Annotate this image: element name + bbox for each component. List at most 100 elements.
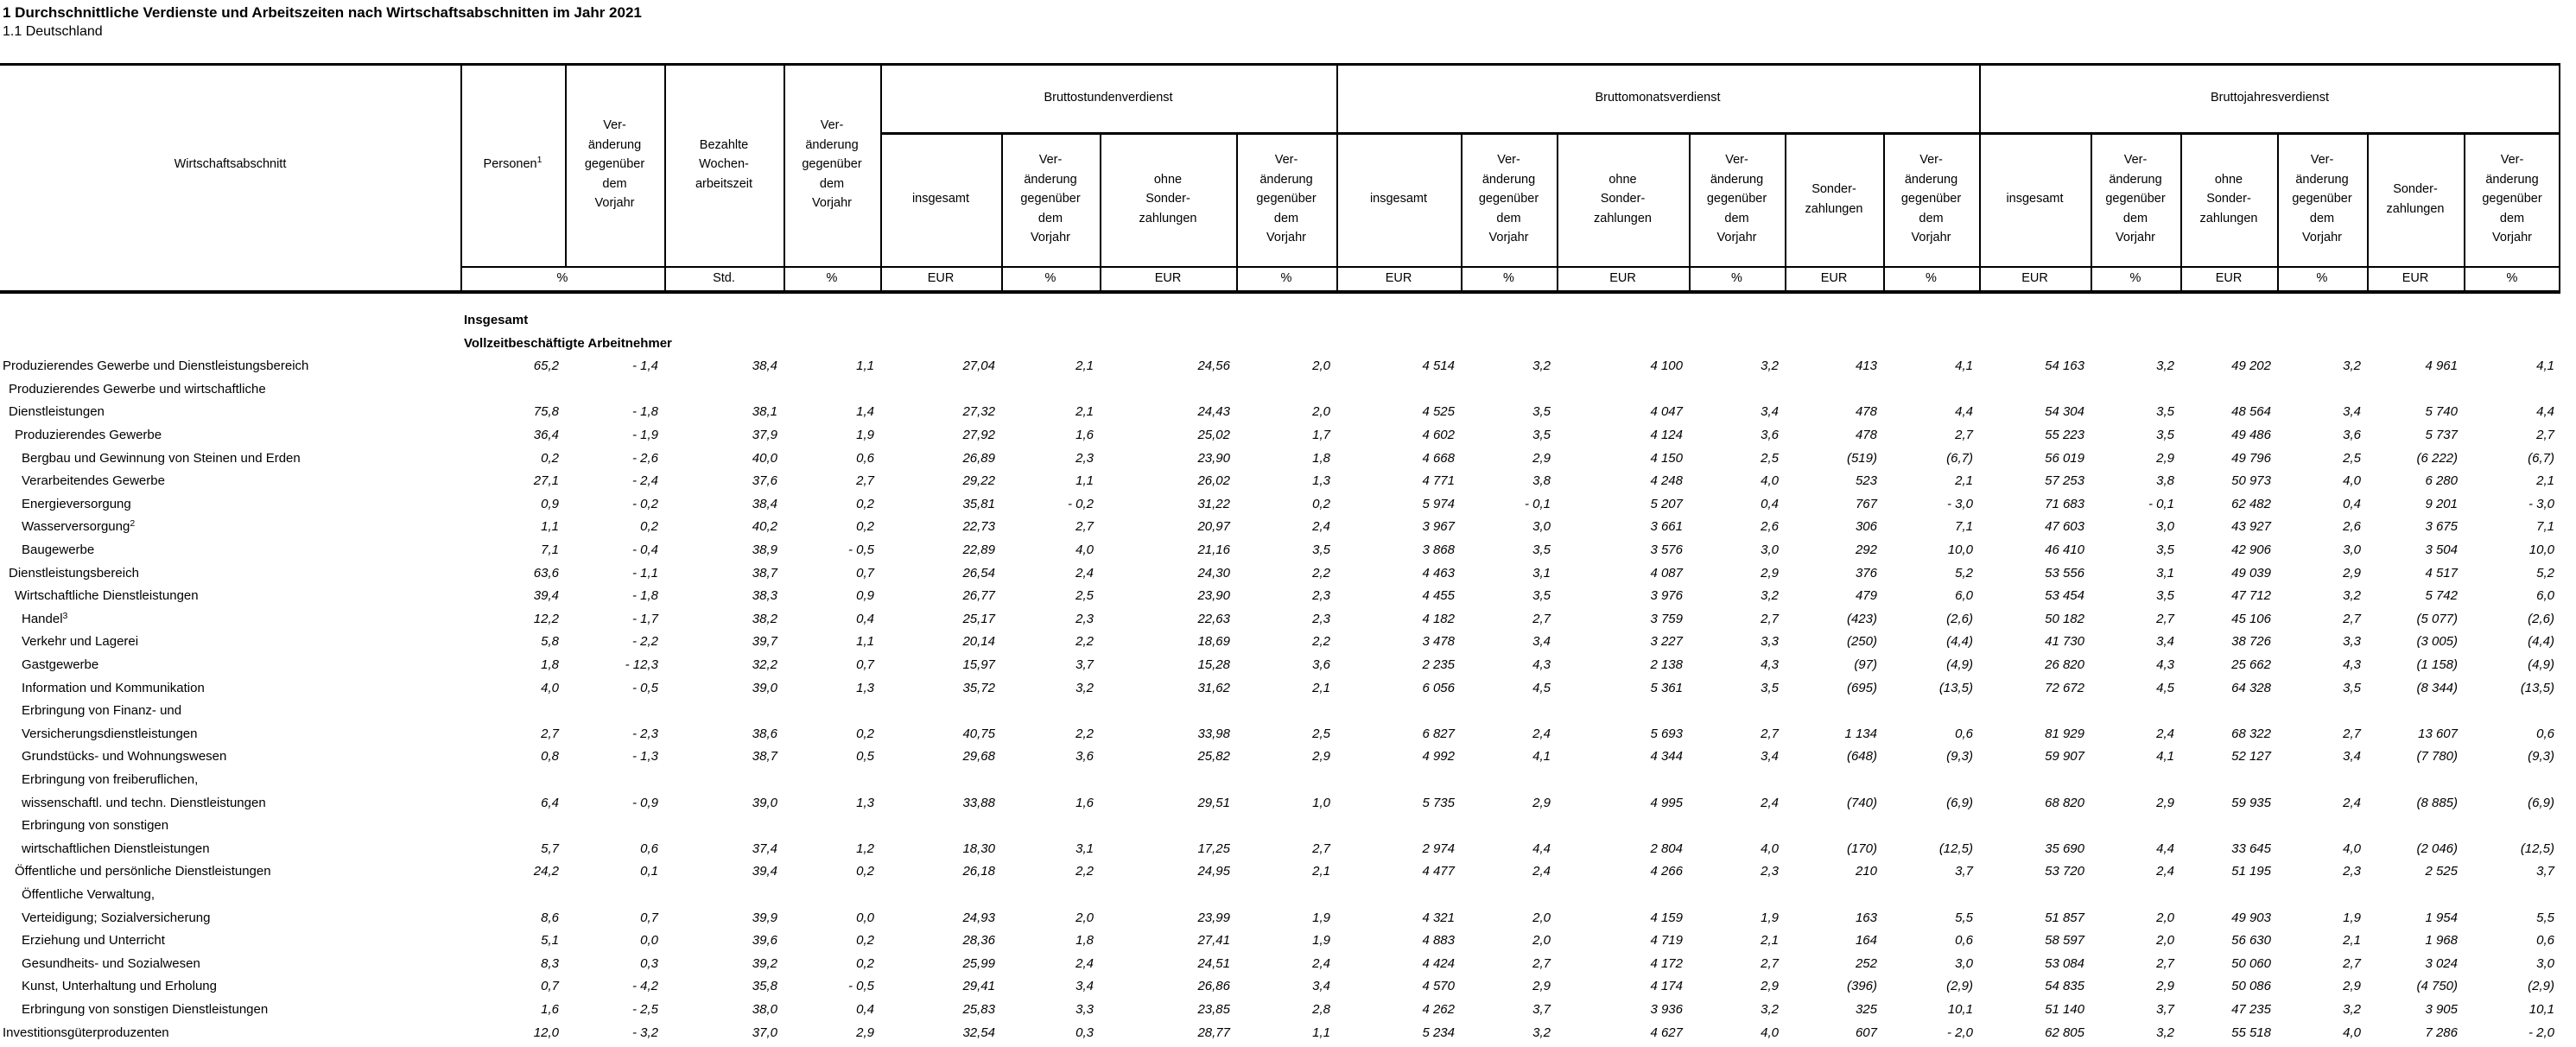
table-cell: 4 627 bbox=[1650, 1025, 1683, 1040]
table-cell: 39,7 bbox=[752, 634, 777, 650]
column-divider bbox=[2559, 63, 2560, 290]
table-cell: 0,4 bbox=[1761, 496, 1779, 511]
table-cell: 2,4 bbox=[2343, 795, 2361, 810]
table-cell: 29,51 bbox=[1197, 795, 1230, 810]
table-cell: 27,04 bbox=[962, 359, 995, 374]
table-cell: 59 935 bbox=[2231, 795, 2271, 810]
table-cell: 3,1 bbox=[2156, 565, 2174, 581]
table-cell: 22,73 bbox=[962, 519, 995, 535]
table-cell: - 0,5 bbox=[631, 680, 658, 695]
table-cell: 4 047 bbox=[1650, 404, 1683, 420]
table-cell: 3,6 bbox=[2343, 428, 2361, 442]
table-cell: 2,7 bbox=[1075, 519, 1094, 535]
table-cell: 0,7 bbox=[856, 657, 874, 672]
table-cell: 7,1 bbox=[2536, 519, 2554, 535]
table-cell: 4,0 bbox=[1761, 841, 1779, 856]
table-cell: 0,2 bbox=[856, 726, 874, 741]
table-cell: 2,7 bbox=[2536, 428, 2554, 442]
table-cell: 478 bbox=[1855, 404, 1877, 420]
footnote-marker: 1 bbox=[536, 155, 542, 166]
table-cell: 4 150 bbox=[1650, 450, 1683, 466]
table-cell: 23,90 bbox=[1197, 588, 1230, 604]
unit-eur-6: EUR bbox=[1154, 271, 1182, 285]
row-label: Erbringung von sonstigen Dienstleistunge… bbox=[22, 1002, 269, 1017]
table-cell: - 1,3 bbox=[631, 749, 658, 765]
table-cell: 3,2 bbox=[2343, 359, 2361, 374]
row-label: Wasserversorgung2 bbox=[22, 518, 136, 535]
column-divider bbox=[1336, 63, 1338, 290]
section-row-label: Vollzeitbeschäftigte Arbeitnehmer bbox=[464, 335, 672, 351]
table-cell: 306 bbox=[1855, 519, 1877, 535]
table-cell: 2,8 bbox=[1312, 1002, 1330, 1017]
table-cell: 22,63 bbox=[1197, 611, 1230, 626]
table-rule bbox=[460, 266, 2560, 268]
table-cell: 26,02 bbox=[1197, 473, 1230, 489]
table-cell: 1,1 bbox=[1075, 473, 1094, 489]
table-cell: 1 954 bbox=[2425, 910, 2458, 925]
table-cell: 10,0 bbox=[2528, 543, 2554, 557]
unit--19: % bbox=[2506, 271, 2518, 285]
table-cell: 4 570 bbox=[1422, 979, 1455, 994]
table-cell: 4,4 bbox=[1532, 841, 1551, 856]
table-cell: (4 750) bbox=[2416, 979, 2458, 994]
table-cell: 3,5 bbox=[2343, 680, 2361, 695]
table-cell: 376 bbox=[1855, 565, 1877, 581]
table-cell: 0,8 bbox=[541, 749, 559, 765]
table-cell: 59 907 bbox=[2045, 749, 2084, 765]
table-cell: 2,7 bbox=[1532, 611, 1551, 626]
row-label: Öffentliche Verwaltung, bbox=[22, 887, 155, 902]
table-cell: 7,1 bbox=[541, 543, 559, 557]
table-cell: 3,7 bbox=[1955, 864, 1973, 879]
table-cell: 49 903 bbox=[2231, 910, 2271, 925]
table-cell: 0,1 bbox=[640, 864, 658, 879]
table-cell: 4 602 bbox=[1422, 428, 1455, 442]
table-cell: 39,0 bbox=[752, 680, 777, 695]
table-cell: 3,4 bbox=[1075, 979, 1094, 994]
table-cell: - 1,1 bbox=[631, 565, 658, 581]
table-cell: 49 486 bbox=[2231, 428, 2271, 442]
table-cell: 54 163 bbox=[2045, 359, 2084, 374]
table-cell: 4 172 bbox=[1650, 955, 1683, 971]
row-label: Kunst, Unterhaltung und Erholung bbox=[22, 979, 217, 994]
table-cell: 5 742 bbox=[2425, 588, 2458, 604]
table-cell: 3,4 bbox=[2343, 404, 2361, 420]
table-cell: 24,95 bbox=[1197, 864, 1230, 879]
table-cell: 35,81 bbox=[962, 496, 995, 511]
table-cell: 4,0 bbox=[2343, 1025, 2361, 1040]
table-cell: 413 bbox=[1855, 359, 1877, 374]
column-divider bbox=[565, 63, 567, 266]
table-cell: 3,0 bbox=[1955, 955, 1973, 971]
row-label: Verarbeitendes Gewerbe bbox=[22, 473, 165, 489]
table-cell: 2,9 bbox=[856, 1025, 874, 1040]
table-rule bbox=[0, 290, 2560, 294]
table-cell: (8 885) bbox=[2416, 795, 2458, 810]
table-cell: 5 737 bbox=[2425, 428, 2458, 442]
col-header-bruttostundenverdienst-ver-3: Ver- änderung gegenüber dem Vorjahr bbox=[1256, 153, 1317, 245]
table-cell: - 0,1 bbox=[2148, 496, 2174, 511]
table-rule bbox=[0, 63, 2560, 66]
table-cell: 56 019 bbox=[2045, 450, 2084, 466]
table-cell: 29,22 bbox=[962, 473, 995, 489]
col-header-bruttojahresverdienst-insgesamt-0: insgesamt bbox=[2006, 192, 2064, 206]
table-cell: - 1,8 bbox=[631, 588, 658, 604]
table-cell: 25 662 bbox=[2231, 657, 2271, 672]
table-cell: 2,2 bbox=[1075, 864, 1094, 879]
table-cell: 2 235 bbox=[1422, 657, 1455, 672]
row-label: Produzierendes Gewerbe und Dienstleistun… bbox=[3, 359, 309, 374]
section-row-label: Insgesamt bbox=[464, 313, 529, 327]
table-cell: 2,1 bbox=[1312, 864, 1330, 879]
table-cell: 607 bbox=[1855, 1025, 1877, 1040]
table-cell: 2,7 bbox=[2156, 955, 2174, 971]
table-cell: 1,1 bbox=[856, 634, 874, 650]
table-cell: 3,5 bbox=[1312, 543, 1330, 557]
table-cell: 5,2 bbox=[1955, 565, 1973, 581]
table-cell: 1,9 bbox=[1312, 933, 1330, 949]
page-subtitle: 1.1 Deutschland bbox=[3, 24, 103, 39]
table-cell: 25,82 bbox=[1197, 749, 1230, 765]
table-cell: 0,9 bbox=[541, 496, 559, 511]
table-cell: 4,0 bbox=[1761, 473, 1779, 489]
row-label: Erbringung von freiberuflichen, bbox=[22, 772, 199, 787]
table-cell: 3 967 bbox=[1422, 519, 1455, 535]
table-cell: (6,7) bbox=[1946, 450, 1973, 466]
table-cell: 6 056 bbox=[1422, 680, 1455, 695]
